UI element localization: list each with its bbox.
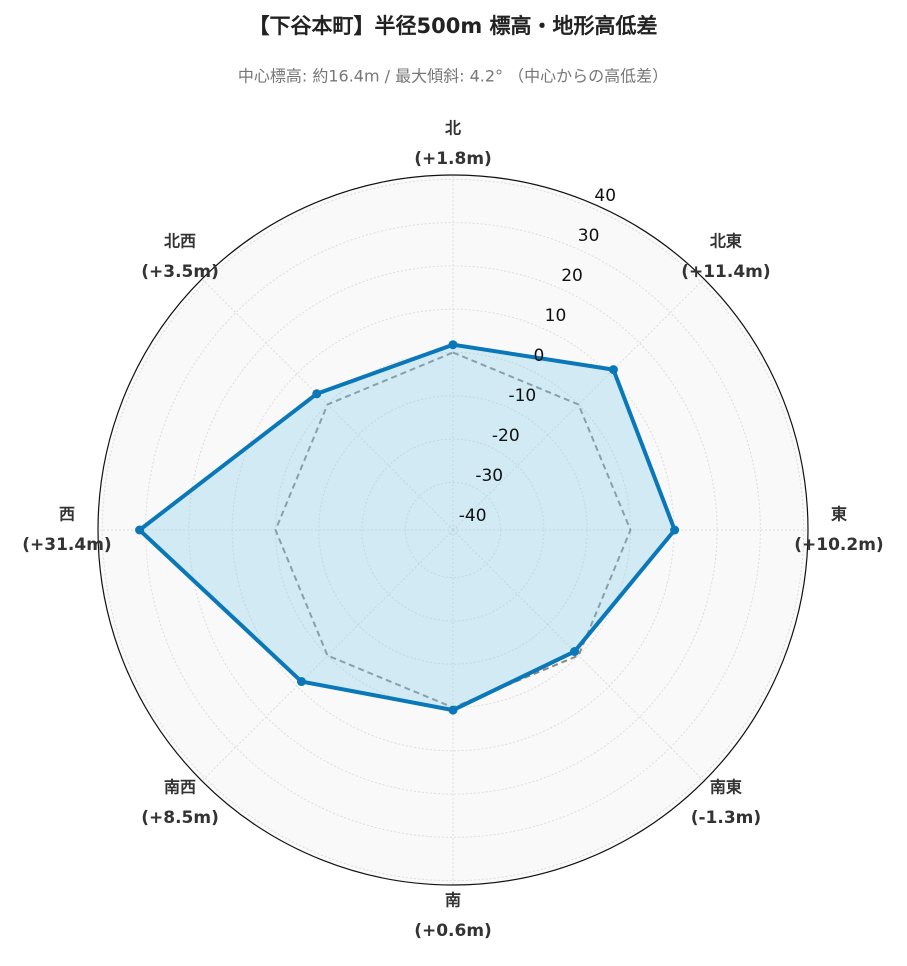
- chart-subtitle: 中心標高: 約16.4m / 最大傾斜: 4.2° （中心からの高低差）: [238, 67, 668, 86]
- category-label: 北: [445, 119, 461, 138]
- category-label: 東: [831, 505, 847, 524]
- radial-tick-label: -30: [475, 466, 503, 486]
- radial-tick-label: 20: [561, 266, 583, 286]
- radial-tick-label: 0: [534, 346, 545, 366]
- data-point: [570, 647, 580, 657]
- radial-tick-label: -20: [492, 426, 520, 446]
- category-label: 南: [445, 891, 461, 910]
- value-label: (+11.4m): [681, 262, 770, 282]
- radial-tick-label: 40: [594, 186, 616, 206]
- outer-circle: [97, 174, 809, 886]
- grid-circle: [404, 481, 502, 579]
- data-point: [448, 340, 458, 350]
- category-label: 北東: [710, 232, 742, 251]
- radial-tick-label: 30: [578, 226, 600, 246]
- value-label: (+0.6m): [414, 921, 492, 941]
- grid-circle: [318, 395, 588, 665]
- data-point: [296, 677, 306, 687]
- data-point: [670, 525, 680, 535]
- value-label: (+8.5m): [141, 808, 219, 828]
- category-label: 西: [59, 505, 75, 524]
- radial-tick-label: -10: [508, 386, 536, 406]
- value-label: (+10.2m): [794, 535, 883, 555]
- radial-grid-line: [452, 529, 705, 782]
- category-label: 南東: [710, 777, 742, 796]
- data-point: [135, 525, 145, 535]
- data-point: [608, 365, 618, 375]
- data-point: [312, 389, 322, 399]
- chart-title: 【下谷本町】半径500m 標高・地形高低差: [248, 14, 657, 38]
- grid-circle: [145, 222, 761, 838]
- grid-circle: [101, 178, 805, 882]
- value-label: (-1.3m): [691, 808, 761, 828]
- grid-circle: [361, 438, 545, 622]
- radial-tick-label: 10: [545, 306, 567, 326]
- radial-grid-line: [201, 529, 454, 782]
- value-label: (+3.5m): [141, 262, 219, 282]
- radial-tick-label: -40: [459, 506, 487, 526]
- value-label: (+31.4m): [22, 535, 111, 555]
- category-label: 北西: [164, 232, 196, 251]
- value-label: (+1.8m): [414, 149, 492, 169]
- category-label: 南西: [164, 777, 196, 796]
- data-point: [448, 705, 458, 715]
